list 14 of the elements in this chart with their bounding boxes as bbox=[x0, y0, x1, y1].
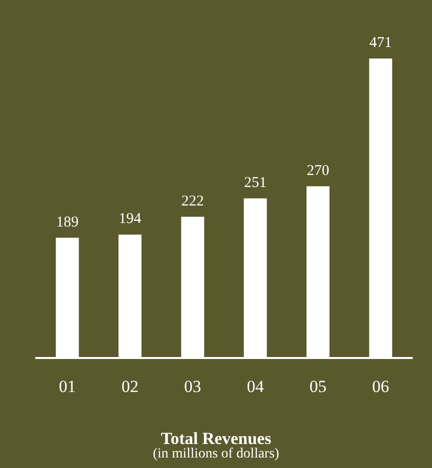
data-label: 222 bbox=[181, 193, 204, 210]
text: Total Revenues bbox=[160, 429, 272, 448]
x-tick-label: 06 bbox=[372, 377, 390, 396]
data-label: 270 bbox=[306, 162, 330, 179]
data-label: 471 bbox=[369, 34, 392, 51]
x-tick-label: 05 bbox=[310, 377, 326, 396]
text: (in millions of dollars) bbox=[152, 446, 280, 462]
x-tick-label: 01 bbox=[58, 377, 76, 396]
x-tick-label: 03 bbox=[184, 377, 202, 396]
x-tick-label: 02 bbox=[122, 377, 138, 396]
x-tick-label: 04 bbox=[246, 377, 264, 396]
data-label: 189 bbox=[56, 214, 79, 230]
data-label: 194 bbox=[118, 211, 142, 228]
data-label: 251 bbox=[244, 174, 267, 191]
